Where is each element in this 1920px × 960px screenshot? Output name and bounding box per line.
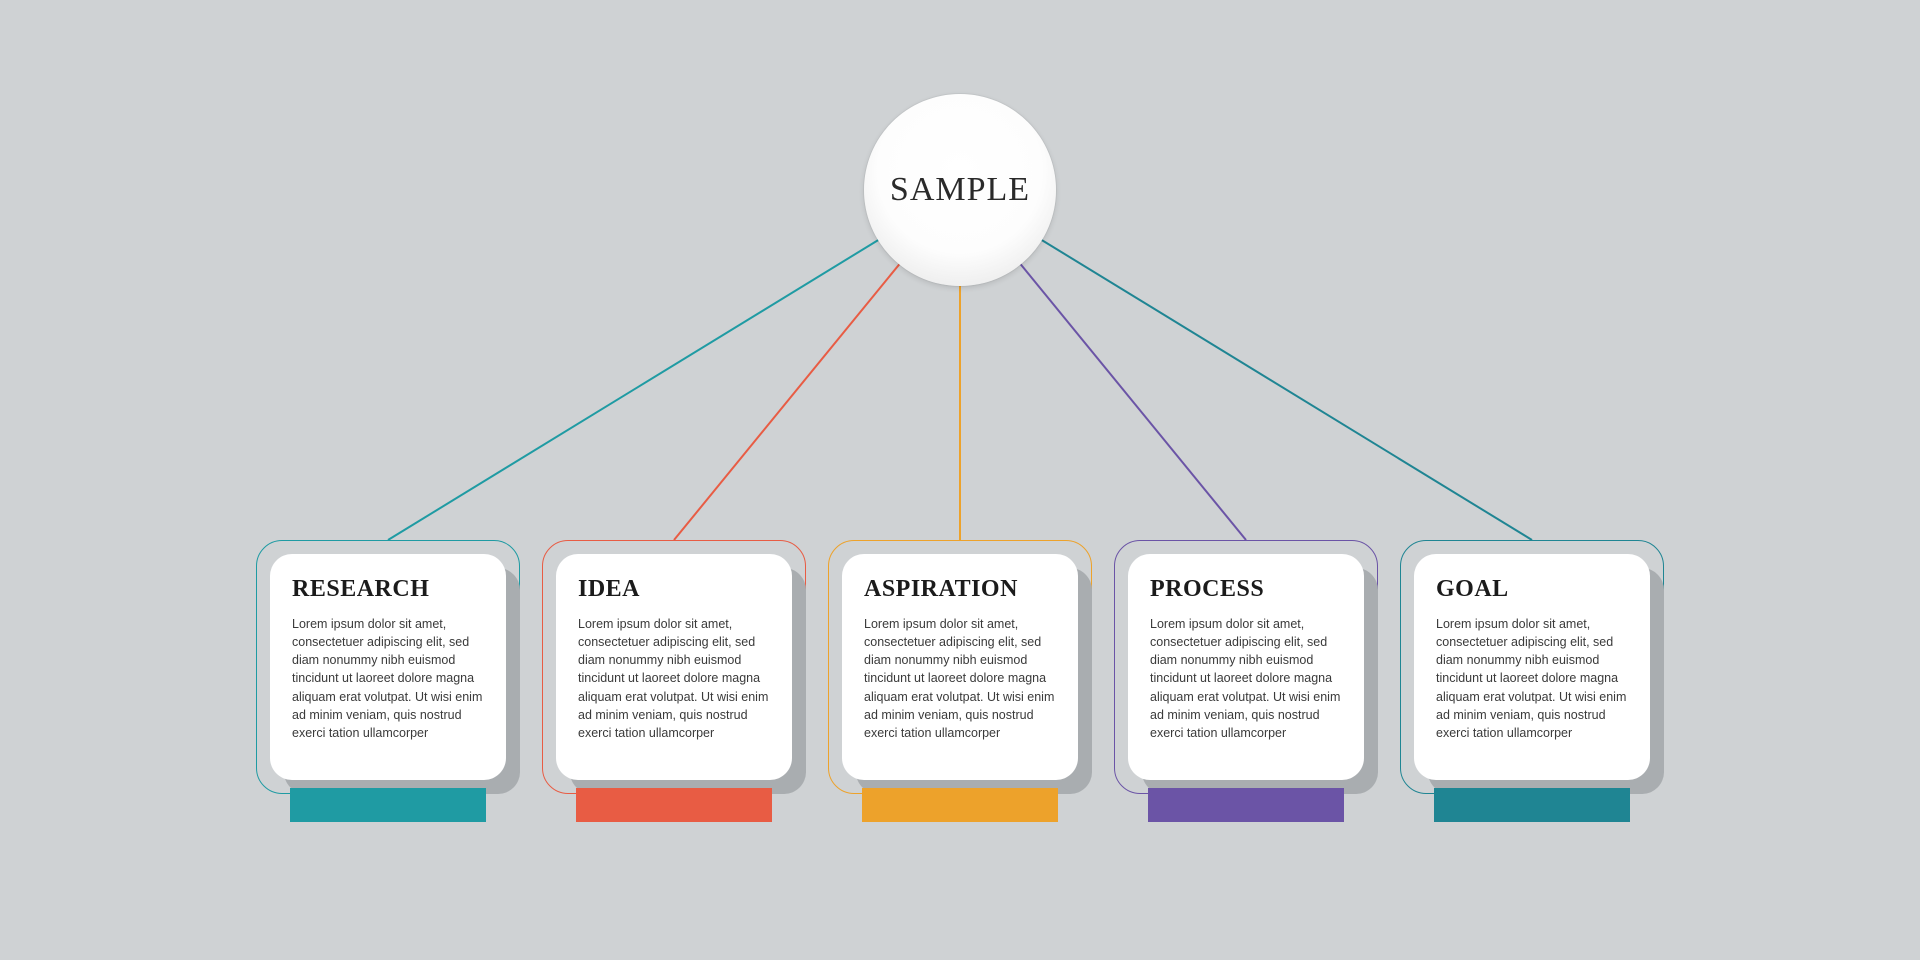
connector-goal <box>1042 240 1532 540</box>
connector-research <box>388 240 878 540</box>
node-idea: IDEA Lorem ipsum dolor sit amet, consecte… <box>542 540 806 794</box>
node-title: GOAL <box>1436 576 1628 603</box>
center-label: SAMPLE <box>890 171 1030 209</box>
node-research: RESEARCH Lorem ipsum dolor sit amet, cons… <box>256 540 520 794</box>
node-body: Lorem ipsum dolor sit amet, consectetuer… <box>864 615 1056 742</box>
node-bar <box>1148 788 1344 822</box>
node-title: PROCESS <box>1150 576 1342 603</box>
node-body: Lorem ipsum dolor sit amet, consectetuer… <box>292 615 484 742</box>
node-body: Lorem ipsum dolor sit amet, consectetuer… <box>1150 615 1342 742</box>
connector-process <box>1021 264 1246 540</box>
node-card: ASPIRATION Lorem ipsum dolor sit amet, co… <box>842 554 1078 780</box>
node-card: GOAL Lorem ipsum dolor sit amet, consecte… <box>1414 554 1650 780</box>
node-bar <box>1434 788 1630 822</box>
node-card: PROCESS Lorem ipsum dolor sit amet, conse… <box>1128 554 1364 780</box>
node-title: IDEA <box>578 576 770 603</box>
center-node: SAMPLE <box>864 94 1056 286</box>
node-body: Lorem ipsum dolor sit amet, consectetuer… <box>578 615 770 742</box>
node-title: ASPIRATION <box>864 576 1056 603</box>
node-process: PROCESS Lorem ipsum dolor sit amet, conse… <box>1114 540 1378 794</box>
node-aspiration: ASPIRATION Lorem ipsum dolor sit amet, co… <box>828 540 1092 794</box>
node-body: Lorem ipsum dolor sit amet, consectetuer… <box>1436 615 1628 742</box>
node-card: IDEA Lorem ipsum dolor sit amet, consecte… <box>556 554 792 780</box>
infographic-stage: SAMPLE RESEARCH Lorem ipsum dolor sit ame… <box>0 0 1920 960</box>
node-bar <box>576 788 772 822</box>
node-card: RESEARCH Lorem ipsum dolor sit amet, cons… <box>270 554 506 780</box>
node-goal: GOAL Lorem ipsum dolor sit amet, consecte… <box>1400 540 1664 794</box>
node-bar <box>290 788 486 822</box>
connector-idea <box>674 264 899 540</box>
node-bar <box>862 788 1058 822</box>
node-title: RESEARCH <box>292 576 484 603</box>
